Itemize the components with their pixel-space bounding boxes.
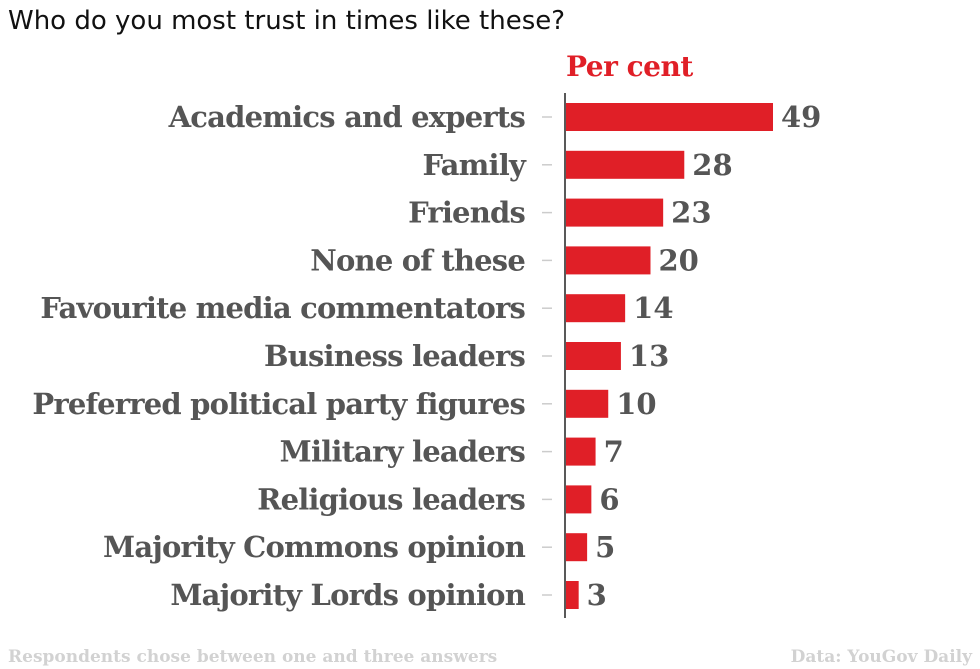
source-credit: Data: YouGov Daily	[790, 647, 972, 667]
category-label: Academics and experts	[168, 100, 526, 134]
category-label: Preferred political party figures	[32, 387, 525, 421]
category-label: Favourite media commentators	[40, 291, 525, 325]
bar	[566, 150, 685, 179]
value-label: 7	[604, 435, 624, 469]
footnote: Respondents chose between one and three …	[8, 647, 498, 667]
category-label: Religious leaders	[257, 482, 525, 516]
bar	[566, 581, 579, 609]
category-label: Military leaders	[280, 435, 526, 469]
category-label: Business leaders	[264, 339, 525, 373]
category-label: Majority Lords opinion	[170, 578, 525, 612]
value-label: 20	[658, 243, 698, 277]
value-label: 10	[616, 387, 656, 421]
value-label: 5	[595, 530, 615, 564]
value-label: 14	[633, 291, 673, 325]
category-label: None of these	[310, 243, 525, 277]
bar	[566, 437, 596, 466]
value-label: 13	[629, 339, 669, 373]
bar	[566, 246, 651, 275]
category-label: Friends	[408, 196, 525, 230]
bar	[566, 342, 621, 370]
chart-title: Who do you most trust in times like thes…	[8, 6, 566, 36]
value-label: 3	[587, 578, 607, 612]
category-label: Family	[422, 148, 527, 182]
value-label: 6	[599, 482, 619, 516]
value-label: 49	[781, 100, 821, 134]
category-label: Majority Commons opinion	[103, 530, 526, 564]
bar	[566, 485, 592, 514]
bar	[566, 294, 626, 323]
bar	[566, 533, 588, 562]
value-label: 23	[671, 196, 711, 230]
unit-label: Per cent	[566, 50, 693, 83]
bar	[566, 198, 664, 227]
bar	[566, 103, 773, 131]
value-label: 28	[692, 148, 732, 182]
bar	[566, 389, 609, 418]
